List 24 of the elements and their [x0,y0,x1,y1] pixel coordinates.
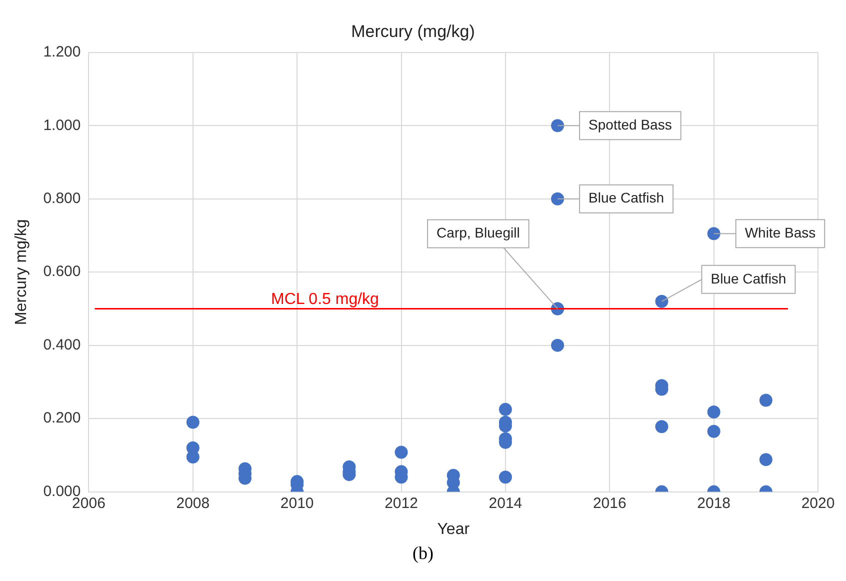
y-tick-label: 1.200 [43,44,81,61]
x-tick-label: 2012 [384,494,418,512]
x-tick-label: 2006 [72,494,106,512]
x-tick-label: 2018 [697,494,731,512]
y-tick-label: 0.600 [43,263,81,280]
text: (b) [412,543,434,564]
ref-line-label: MCL 0.5 mg/kg [271,291,379,308]
x-axis-title: Year [437,520,470,538]
y-tick-label: 1.000 [43,116,81,134]
annotation: Blue Catfish [588,190,664,206]
y-tick-label: 0.400 [43,336,81,354]
x-tick-label: 2008 [176,494,210,512]
x-tick-label: 2016 [592,494,626,512]
y-tick-label: 0.200 [43,410,81,427]
annotation: Spotted Bass [588,116,672,132]
annotation: Blue Catfish [710,270,786,286]
x-tick-label: 2010 [280,494,314,512]
annotation: Carp, Bluegill [436,224,520,241]
annotation: White Bass [744,224,816,241]
y-axis-title: Mercury mg/kg [13,219,30,325]
x-tick-label: 2014 [488,494,522,512]
chart-title: Mercury (mg/kg) [351,22,475,41]
x-tick-label: 2020 [801,494,835,512]
y-tick-label: 0.800 [43,190,81,208]
